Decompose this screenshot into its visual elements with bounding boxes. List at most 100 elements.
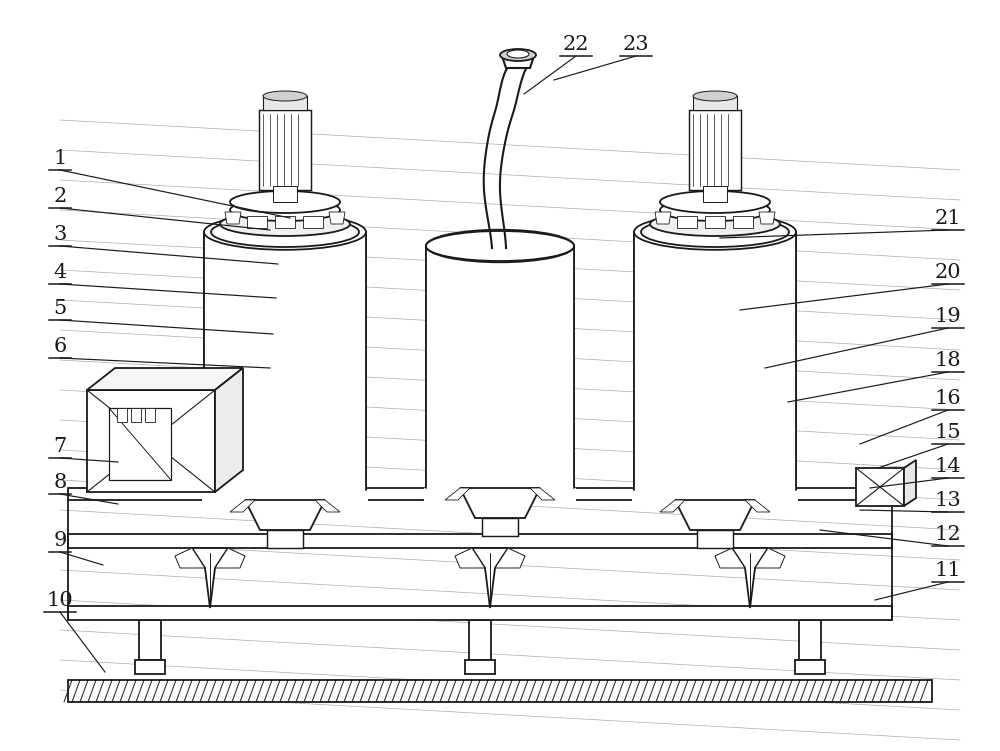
Polygon shape (192, 548, 228, 608)
Polygon shape (460, 488, 540, 518)
Text: 4: 4 (53, 263, 67, 282)
Polygon shape (745, 500, 770, 512)
Text: 11: 11 (935, 560, 961, 580)
Ellipse shape (693, 91, 737, 101)
Ellipse shape (263, 91, 307, 101)
Ellipse shape (230, 191, 340, 213)
Bar (482, 518, 518, 536)
Text: 13: 13 (935, 490, 961, 509)
Polygon shape (715, 548, 745, 568)
Polygon shape (329, 212, 345, 224)
Text: 20: 20 (935, 263, 961, 282)
Text: 19: 19 (935, 306, 961, 325)
Text: 21: 21 (935, 209, 961, 228)
Text: 10: 10 (47, 590, 73, 610)
Bar (632, 490, 798, 510)
Ellipse shape (426, 231, 574, 261)
Polygon shape (215, 548, 245, 568)
Polygon shape (660, 500, 685, 512)
Polygon shape (87, 368, 243, 390)
Bar (204, 232, 366, 490)
Text: 18: 18 (935, 351, 961, 369)
Polygon shape (315, 500, 340, 512)
Polygon shape (732, 548, 768, 608)
Polygon shape (230, 500, 255, 512)
Bar (267, 530, 303, 548)
Ellipse shape (507, 50, 529, 58)
Polygon shape (245, 500, 325, 530)
Bar (273, 186, 297, 202)
Ellipse shape (650, 212, 780, 236)
Bar (303, 216, 323, 228)
Bar (68, 680, 932, 702)
Bar (109, 408, 171, 480)
Text: 23: 23 (623, 35, 649, 53)
Bar (117, 408, 127, 422)
Bar (677, 216, 697, 228)
Bar (799, 620, 821, 660)
Polygon shape (759, 212, 775, 224)
Polygon shape (215, 368, 243, 492)
Bar (469, 620, 491, 660)
Ellipse shape (660, 199, 770, 221)
Text: 6: 6 (53, 336, 67, 355)
Text: 5: 5 (53, 298, 67, 318)
Bar (465, 660, 495, 674)
Bar (634, 232, 796, 490)
Polygon shape (675, 500, 755, 530)
Bar (68, 534, 892, 548)
Polygon shape (502, 56, 534, 68)
Polygon shape (445, 488, 470, 500)
Text: 7: 7 (53, 436, 67, 456)
Bar (87, 390, 215, 492)
Polygon shape (655, 212, 671, 224)
Ellipse shape (204, 214, 366, 250)
Text: 15: 15 (935, 423, 961, 442)
Bar (693, 96, 737, 110)
Bar (202, 490, 368, 510)
Bar (275, 216, 295, 228)
Polygon shape (455, 548, 485, 568)
Bar (247, 216, 267, 228)
Polygon shape (495, 548, 525, 568)
Bar (689, 110, 741, 190)
Polygon shape (892, 474, 910, 500)
Text: 1: 1 (53, 149, 67, 167)
Ellipse shape (426, 472, 574, 504)
Text: 9: 9 (53, 530, 67, 550)
Bar (139, 620, 161, 660)
Bar (697, 530, 733, 548)
Polygon shape (225, 212, 241, 224)
Text: 16: 16 (935, 388, 961, 408)
Polygon shape (472, 548, 508, 608)
Bar (131, 408, 141, 422)
Bar (705, 216, 725, 228)
Ellipse shape (211, 217, 359, 247)
Ellipse shape (634, 472, 796, 508)
Bar (424, 488, 576, 506)
Bar (795, 660, 825, 674)
Polygon shape (530, 488, 555, 500)
Bar (426, 246, 574, 488)
Text: 22: 22 (563, 35, 589, 53)
Ellipse shape (204, 472, 366, 508)
Bar (145, 408, 155, 422)
Text: 12: 12 (935, 524, 961, 544)
Text: 3: 3 (53, 225, 67, 243)
Polygon shape (175, 548, 205, 568)
Ellipse shape (660, 191, 770, 213)
Polygon shape (904, 460, 916, 506)
Bar (263, 96, 307, 110)
Ellipse shape (500, 49, 536, 61)
Ellipse shape (230, 199, 340, 221)
Ellipse shape (641, 217, 789, 247)
Text: 14: 14 (935, 457, 961, 475)
Polygon shape (755, 548, 785, 568)
Text: 8: 8 (53, 472, 67, 491)
Bar (68, 606, 892, 620)
Bar (703, 186, 727, 202)
Bar (135, 660, 165, 674)
Bar (733, 216, 753, 228)
Polygon shape (68, 488, 892, 500)
Bar (259, 110, 311, 190)
